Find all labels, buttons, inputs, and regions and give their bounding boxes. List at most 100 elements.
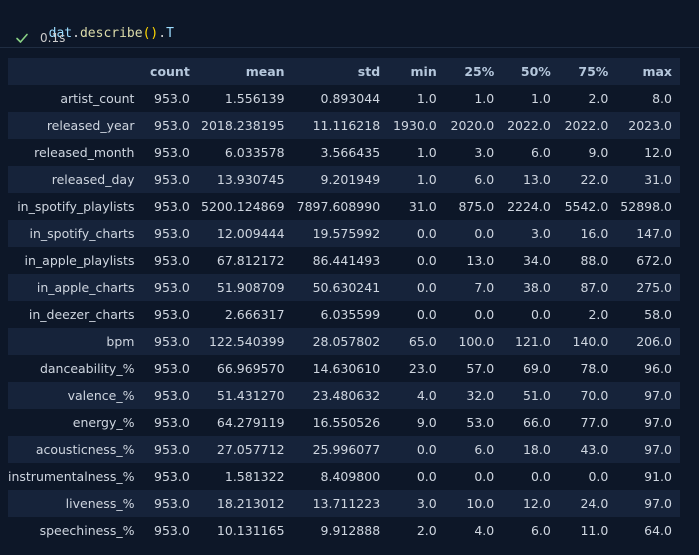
column-header: min <box>388 58 445 85</box>
table-row: valence_% 953.0 51.431270 23.480632 4.0 32.0 5… <box>8 382 680 409</box>
table-cell: 51.431270 <box>216 388 285 403</box>
code-dot: . <box>72 26 80 41</box>
table-cell: 4.0 <box>416 388 437 403</box>
table-cell: 122.540399 <box>208 334 285 349</box>
table-cell: 953.0 <box>154 253 190 268</box>
table-cell: 0.0 <box>416 442 437 457</box>
table-cell: 6.0 <box>474 172 495 187</box>
table-row: energy_% 953.0 64.279119 16.550526 9.0 53.0 66… <box>8 409 680 436</box>
table-cell: 0.0 <box>416 469 437 484</box>
table-row: in_apple_charts 953.0 51.908709 50.630241 0.… <box>8 274 680 301</box>
table-cell: 88.0 <box>580 253 609 268</box>
output-divider <box>0 47 699 48</box>
row-index-label: in_apple_charts <box>36 280 135 295</box>
table-cell: 2.0 <box>588 307 609 322</box>
table-header-row: count mean std min 25% 50% 75% max <box>8 58 680 85</box>
table-cell: 7.0 <box>474 280 495 295</box>
table-row: released_year 953.0 2018.238195 11.116218 19… <box>8 112 680 139</box>
table-cell: 18.0 <box>522 442 551 457</box>
row-index-label: in_deezer_charts <box>28 307 135 322</box>
table-cell: 206.0 <box>636 334 672 349</box>
table-cell: 16.550526 <box>312 415 381 430</box>
table-body: artist_count 953.0 1.556139 0.893044 1.0 1.0 1… <box>8 85 680 544</box>
table-cell: 97.0 <box>644 496 672 511</box>
table-cell: 52898.0 <box>620 199 672 214</box>
table-cell: 66.969570 <box>216 361 285 376</box>
table-cell: 9.0 <box>588 145 609 160</box>
table-cell: 8.409800 <box>320 469 381 484</box>
table-cell: 58.0 <box>644 307 672 322</box>
table-cell: 0.0 <box>474 469 495 484</box>
table-cell: 25.996077 <box>312 442 381 457</box>
table-cell: 953.0 <box>154 280 190 295</box>
table-cell: 91.0 <box>644 469 672 484</box>
table-cell: 14.630610 <box>312 361 381 376</box>
code-variable: dat <box>48 26 73 41</box>
table-cell: 5542.0 <box>564 199 609 214</box>
table-row: acousticness_% 953.0 27.057712 25.996077 0.0… <box>8 436 680 463</box>
table-cell: 6.0 <box>530 145 551 160</box>
table-cell: 57.0 <box>466 361 495 376</box>
table-cell: 19.575992 <box>312 226 381 241</box>
table-cell: 953.0 <box>154 199 190 214</box>
table-cell: 9.0 <box>416 415 437 430</box>
table-cell: 953.0 <box>154 442 190 457</box>
table-cell: 953.0 <box>154 91 190 106</box>
table-row: in_spotify_charts 953.0 12.009444 19.575992… <box>8 220 680 247</box>
table-cell: 1.556139 <box>224 91 285 106</box>
table-cell: 24.0 <box>580 496 609 511</box>
row-index-label: liveness_% <box>65 496 135 511</box>
row-index-label: valence_% <box>67 388 135 403</box>
table-cell: 9.912888 <box>320 523 381 538</box>
table-cell: 10.0 <box>466 496 495 511</box>
column-header: count <box>142 58 198 85</box>
table-cell: 0.0 <box>474 226 495 241</box>
column-header: std <box>292 58 389 85</box>
table-cell: 97.0 <box>644 388 672 403</box>
table-cell: 953.0 <box>154 307 190 322</box>
code-line[interactable]: dat.describe().T <box>33 4 174 41</box>
table-cell: 51.0 <box>522 388 551 403</box>
table-row: in_spotify_playlists 953.0 5200.124869 7897… <box>8 193 680 220</box>
index-header <box>8 58 143 85</box>
table-cell: 147.0 <box>636 226 672 241</box>
table-cell: 87.0 <box>580 280 609 295</box>
column-header: 50% <box>502 58 559 85</box>
table-cell: 953.0 <box>154 415 190 430</box>
row-index-label: danceability_% <box>39 361 135 376</box>
row-index-label: in_spotify_charts <box>29 226 135 241</box>
table-cell: 1.581322 <box>224 469 285 484</box>
table-cell: 2022.0 <box>564 118 609 133</box>
table-cell: 0.0 <box>416 226 437 241</box>
table-row: liveness_% 953.0 18.213012 13.711223 3.0 10.0… <box>8 490 680 517</box>
table-cell: 0.0 <box>474 307 495 322</box>
code-dot: . <box>158 26 167 41</box>
table-cell: 953.0 <box>154 226 190 241</box>
table-cell: 100.0 <box>458 334 495 349</box>
table-cell: 22.0 <box>580 172 609 187</box>
table-cell: 27.057712 <box>216 442 285 457</box>
table-cell: 50.630241 <box>312 280 381 295</box>
table-cell: 2.0 <box>588 91 609 106</box>
execution-status: 0.1s <box>14 28 65 48</box>
table-cell: 96.0 <box>644 361 672 376</box>
table-cell: 2020.0 <box>450 118 495 133</box>
table-cell: 953.0 <box>154 334 190 349</box>
table-cell: 953.0 <box>154 361 190 376</box>
table-cell: 43.0 <box>580 442 609 457</box>
table-cell: 6.033578 <box>224 145 285 160</box>
table-cell: 875.0 <box>458 199 495 214</box>
row-index-label: speechiness_% <box>39 523 135 538</box>
table-cell: 18.213012 <box>216 496 285 511</box>
row-index-label: in_spotify_playlists <box>17 199 135 214</box>
table-cell: 0.0 <box>588 469 609 484</box>
table-cell: 78.0 <box>580 361 609 376</box>
table-cell: 86.441493 <box>312 253 381 268</box>
table-cell: 1.0 <box>474 91 495 106</box>
describe-table: count mean std min 25% 50% 75% max artist_count… <box>8 58 680 544</box>
row-index-label: energy_% <box>72 415 135 430</box>
table-cell: 67.812172 <box>216 253 285 268</box>
table-cell: 97.0 <box>644 415 672 430</box>
table-cell: 0.0 <box>530 469 551 484</box>
column-header: 75% <box>558 58 617 85</box>
